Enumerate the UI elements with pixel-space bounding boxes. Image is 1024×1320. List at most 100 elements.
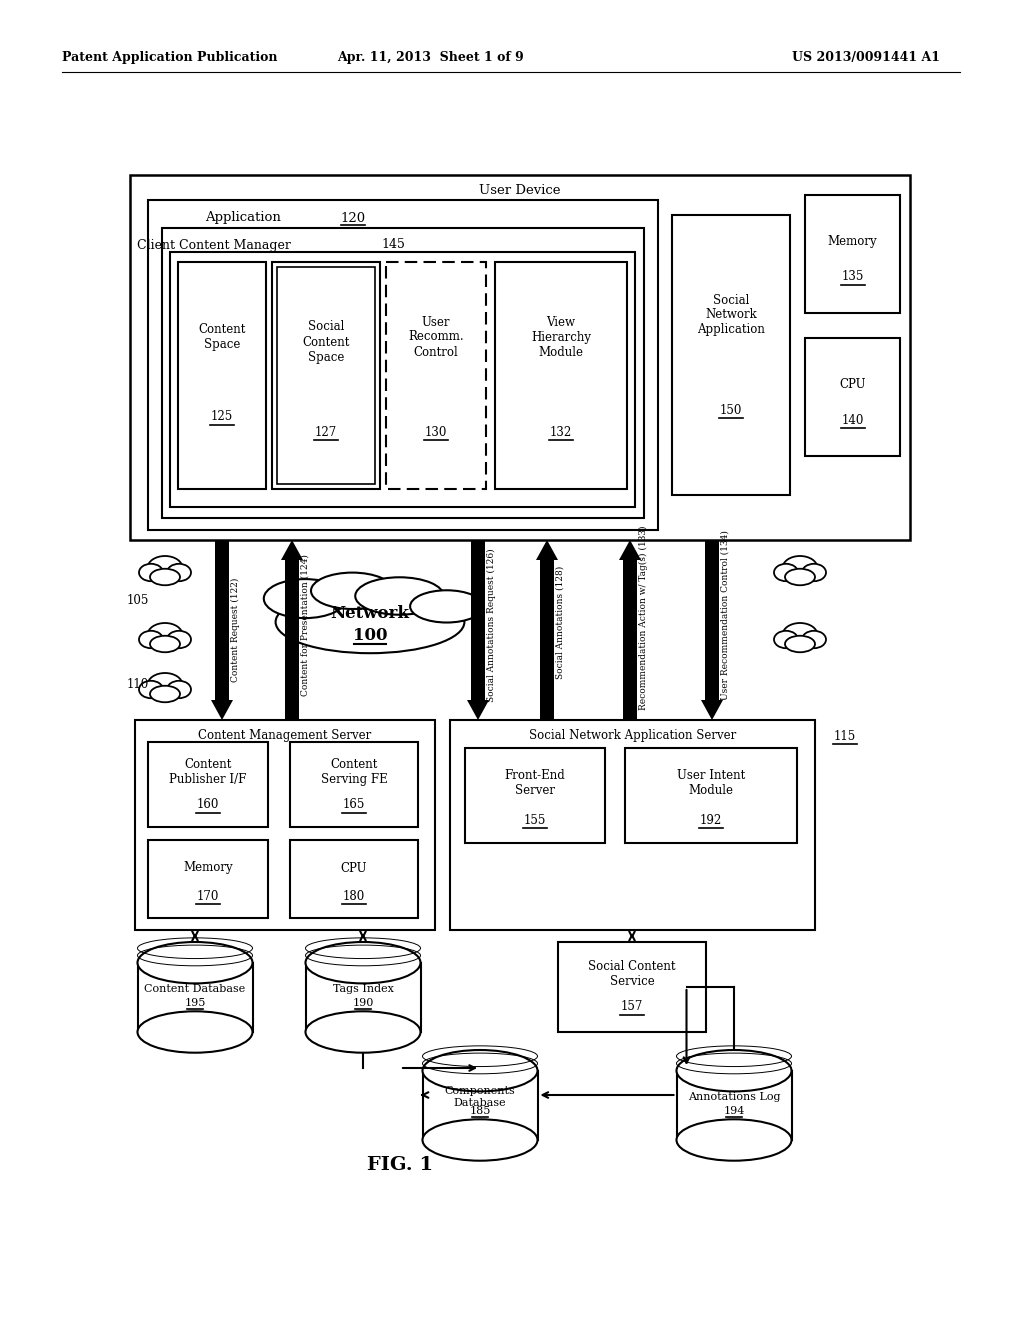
Text: 132: 132 xyxy=(550,425,572,438)
Bar xyxy=(278,267,375,484)
Text: Content
Space: Content Space xyxy=(199,323,246,351)
Polygon shape xyxy=(211,540,233,719)
Bar xyxy=(148,201,658,531)
Text: Content Database: Content Database xyxy=(144,983,246,994)
Text: Content
Publisher I/F: Content Publisher I/F xyxy=(169,758,247,785)
Ellipse shape xyxy=(802,631,826,648)
Text: 120: 120 xyxy=(340,211,366,224)
Text: User
Recomm.
Control: User Recomm. Control xyxy=(409,315,464,359)
Text: User Intent
Module: User Intent Module xyxy=(677,770,745,797)
Bar xyxy=(135,719,435,931)
Ellipse shape xyxy=(774,631,798,648)
Text: 130: 130 xyxy=(425,425,447,438)
Ellipse shape xyxy=(305,942,421,983)
Bar xyxy=(805,338,900,455)
Bar xyxy=(465,748,605,843)
Ellipse shape xyxy=(782,623,817,647)
Text: 190: 190 xyxy=(352,998,374,1008)
Text: Recommendation Action w/ Tag(s) (133): Recommendation Action w/ Tag(s) (133) xyxy=(639,525,648,710)
Text: 100: 100 xyxy=(352,627,387,644)
Text: 195: 195 xyxy=(184,998,206,1008)
Text: Social Annotations Request (126): Social Annotations Request (126) xyxy=(487,548,496,702)
Bar xyxy=(558,942,706,1032)
Bar xyxy=(170,252,635,507)
Text: Application: Application xyxy=(205,211,285,224)
Text: 155: 155 xyxy=(524,813,546,826)
Ellipse shape xyxy=(677,1119,792,1160)
Text: 150: 150 xyxy=(720,404,742,417)
Text: 194: 194 xyxy=(723,1106,744,1117)
Ellipse shape xyxy=(275,591,465,653)
Ellipse shape xyxy=(167,564,191,581)
Text: Social Content
Service: Social Content Service xyxy=(588,960,676,987)
Ellipse shape xyxy=(677,1049,792,1092)
Ellipse shape xyxy=(802,564,826,581)
Text: Content for Presentation (124): Content for Presentation (124) xyxy=(301,554,310,696)
Ellipse shape xyxy=(423,1049,538,1092)
Text: 135: 135 xyxy=(842,271,863,284)
Text: 160: 160 xyxy=(197,799,219,812)
Ellipse shape xyxy=(411,590,483,623)
Text: CPU: CPU xyxy=(341,862,368,874)
Ellipse shape xyxy=(785,569,815,585)
Text: 110: 110 xyxy=(127,678,150,692)
Ellipse shape xyxy=(139,631,163,648)
Bar xyxy=(148,840,268,917)
Text: CPU: CPU xyxy=(840,379,865,392)
Polygon shape xyxy=(701,540,723,719)
Text: Client Content Manager: Client Content Manager xyxy=(137,239,295,252)
Text: 127: 127 xyxy=(314,425,337,438)
Bar xyxy=(677,1071,792,1140)
Polygon shape xyxy=(281,540,303,719)
Bar xyxy=(290,840,418,917)
Text: Memory: Memory xyxy=(183,862,232,874)
Bar xyxy=(495,261,627,488)
Text: 105: 105 xyxy=(127,594,150,606)
Text: 165: 165 xyxy=(343,799,366,812)
Text: 185: 185 xyxy=(469,1106,490,1117)
Bar xyxy=(305,962,421,1032)
Text: Content Management Server: Content Management Server xyxy=(199,730,372,742)
Text: Annotations Log: Annotations Log xyxy=(688,1092,780,1102)
Ellipse shape xyxy=(150,636,180,652)
Ellipse shape xyxy=(167,631,191,648)
Ellipse shape xyxy=(782,556,817,579)
Text: 145: 145 xyxy=(381,239,404,252)
Bar xyxy=(148,742,268,828)
Text: 140: 140 xyxy=(842,413,863,426)
Text: Components
Database: Components Database xyxy=(444,1086,515,1107)
Bar xyxy=(625,748,797,843)
Text: View
Hierarchy
Module: View Hierarchy Module xyxy=(531,315,591,359)
Bar xyxy=(178,261,266,488)
Ellipse shape xyxy=(147,673,182,697)
Text: FIG. 1: FIG. 1 xyxy=(367,1156,433,1173)
Ellipse shape xyxy=(264,579,346,618)
Bar xyxy=(130,176,910,540)
Text: Network: Network xyxy=(331,606,410,623)
Text: Content
Serving FE: Content Serving FE xyxy=(321,758,387,785)
Text: User Recommendation Control (134): User Recommendation Control (134) xyxy=(721,531,730,700)
Bar xyxy=(423,1071,538,1140)
Ellipse shape xyxy=(311,573,393,609)
Text: Tags Index: Tags Index xyxy=(333,983,393,994)
Text: Social
Network
Application: Social Network Application xyxy=(697,293,765,337)
Ellipse shape xyxy=(774,564,798,581)
Text: 170: 170 xyxy=(197,890,219,903)
Text: 125: 125 xyxy=(211,411,233,424)
Text: User Device: User Device xyxy=(479,185,561,198)
Ellipse shape xyxy=(785,636,815,652)
Ellipse shape xyxy=(137,1011,253,1053)
Bar xyxy=(290,742,418,828)
Bar xyxy=(162,228,644,517)
Ellipse shape xyxy=(423,1119,538,1160)
Text: Content Request (122): Content Request (122) xyxy=(231,578,240,682)
Ellipse shape xyxy=(355,577,443,615)
Bar xyxy=(272,261,380,488)
Text: Front-End
Server: Front-End Server xyxy=(505,770,565,797)
Ellipse shape xyxy=(139,681,163,698)
Text: Social Network Application Server: Social Network Application Server xyxy=(528,730,736,742)
Ellipse shape xyxy=(139,564,163,581)
Ellipse shape xyxy=(147,556,182,579)
Ellipse shape xyxy=(150,569,180,585)
Text: 180: 180 xyxy=(343,890,366,903)
